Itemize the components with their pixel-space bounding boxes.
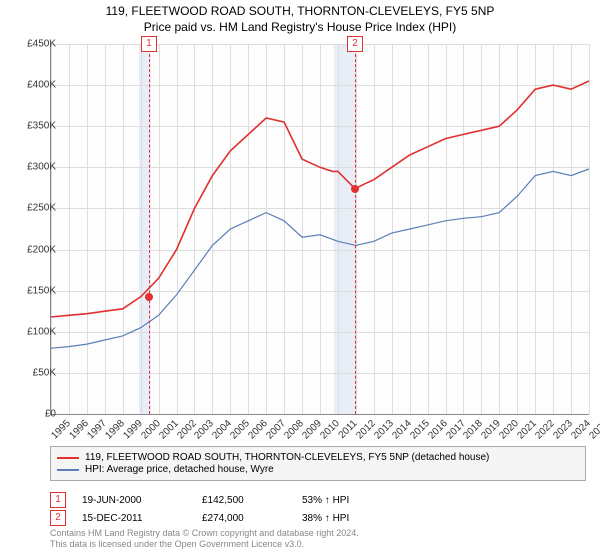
event-price: £274,000 bbox=[202, 513, 302, 524]
y-axis-label: £300K bbox=[6, 162, 56, 173]
legend-item: 119, FLEETWOOD ROAD SOUTH, THORNTON-CLEV… bbox=[57, 452, 579, 463]
y-axis-label: £0 bbox=[6, 409, 56, 420]
x-axis-label: 2000 bbox=[139, 418, 163, 442]
legend-swatch bbox=[57, 469, 79, 471]
chart-plot-area: 12 bbox=[50, 44, 589, 415]
x-axis-label: 2014 bbox=[390, 418, 414, 442]
event-table: 1 19-JUN-2000 £142,500 53% ↑ HPI 2 15-DE… bbox=[50, 490, 349, 528]
x-axis-label: 1997 bbox=[85, 418, 109, 442]
y-axis-label: £200K bbox=[6, 244, 56, 255]
legend-item: HPI: Average price, detached house, Wyre bbox=[57, 464, 579, 475]
title-line-1: 119, FLEETWOOD ROAD SOUTH, THORNTON-CLEV… bbox=[0, 4, 600, 20]
x-axis-label: 1999 bbox=[121, 418, 145, 442]
event-price: £142,500 bbox=[202, 495, 302, 506]
event-marker-icon: 1 bbox=[50, 492, 66, 508]
chart-container: 119, FLEETWOOD ROAD SOUTH, THORNTON-CLEV… bbox=[0, 0, 600, 560]
legend-label: 119, FLEETWOOD ROAD SOUTH, THORNTON-CLEV… bbox=[85, 452, 489, 463]
y-axis-label: £400K bbox=[6, 80, 56, 91]
legend-box: 119, FLEETWOOD ROAD SOUTH, THORNTON-CLEV… bbox=[50, 446, 586, 481]
chart-marker-label: 1 bbox=[141, 36, 157, 52]
y-axis-label: £450K bbox=[6, 39, 56, 50]
x-axis-label: 2015 bbox=[408, 418, 432, 442]
title-line-2: Price paid vs. HM Land Registry's House … bbox=[0, 20, 600, 36]
event-marker-icon: 2 bbox=[50, 510, 66, 526]
chart-marker-dot bbox=[145, 293, 153, 301]
event-date: 19-JUN-2000 bbox=[82, 495, 202, 506]
y-axis-label: £100K bbox=[6, 326, 56, 337]
chart-marker-label: 2 bbox=[347, 36, 363, 52]
footer-text: Contains HM Land Registry data © Crown c… bbox=[50, 528, 359, 550]
x-axis-label: 1996 bbox=[67, 418, 91, 442]
x-axis-label: 2013 bbox=[372, 418, 396, 442]
y-axis-label: £50K bbox=[6, 367, 56, 378]
legend-swatch bbox=[57, 457, 79, 459]
chart-marker-dot bbox=[351, 185, 359, 193]
event-row: 1 19-JUN-2000 £142,500 53% ↑ HPI bbox=[50, 492, 349, 508]
y-axis-label: £250K bbox=[6, 203, 56, 214]
event-row: 2 15-DEC-2011 £274,000 38% ↑ HPI bbox=[50, 510, 349, 526]
x-axis-label: 1998 bbox=[103, 418, 127, 442]
footer-line-1: Contains HM Land Registry data © Crown c… bbox=[50, 528, 359, 539]
x-axis-label: 1995 bbox=[49, 418, 73, 442]
event-date: 15-DEC-2011 bbox=[82, 513, 202, 524]
event-delta: 53% ↑ HPI bbox=[302, 495, 349, 506]
legend-label: HPI: Average price, detached house, Wyre bbox=[85, 464, 274, 475]
x-axis-label: 2001 bbox=[157, 418, 181, 442]
x-axis-label: 2012 bbox=[354, 418, 378, 442]
event-delta: 38% ↑ HPI bbox=[302, 513, 349, 524]
footer-line-2: This data is licensed under the Open Gov… bbox=[50, 539, 359, 550]
y-axis-label: £350K bbox=[6, 121, 56, 132]
y-axis-label: £150K bbox=[6, 285, 56, 296]
title-block: 119, FLEETWOOD ROAD SOUTH, THORNTON-CLEV… bbox=[0, 0, 600, 35]
x-axis-label: 2011 bbox=[336, 418, 359, 441]
chart-lines-svg bbox=[51, 44, 589, 414]
x-axis-label: 2016 bbox=[426, 418, 450, 442]
